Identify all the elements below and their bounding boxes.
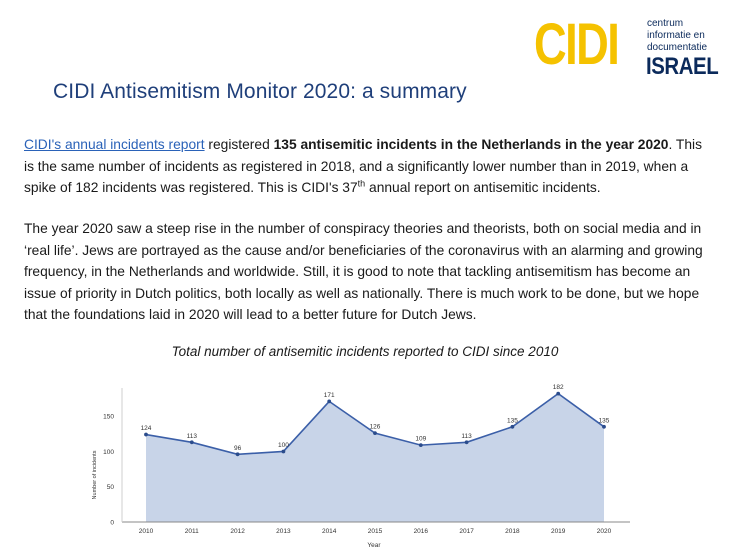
logo-israel: ISRAEL — [646, 53, 719, 80]
x-tick-label: 2014 — [322, 528, 337, 535]
x-tick-label: 2013 — [276, 528, 291, 535]
data-label: 135 — [507, 417, 518, 424]
data-point — [327, 399, 332, 404]
y-tick-label: 100 — [103, 449, 114, 456]
data-label: 135 — [599, 417, 610, 424]
data-point — [418, 443, 423, 448]
data-point — [464, 440, 469, 445]
incidents-chart: 0 50 100 150 2010 2011 2012 2013 2014 2015 2016 201… — [80, 382, 640, 554]
x-tick-label: 2016 — [414, 528, 429, 535]
data-label: 171 — [324, 392, 335, 399]
x-tick-label: 2019 — [551, 528, 566, 535]
para1-sup: th — [357, 178, 366, 189]
cidi-logo: CIDI centrum informatie en documentatie … — [534, 14, 724, 80]
x-tick-label: 2017 — [459, 528, 474, 535]
y-tick-label: 150 — [103, 414, 114, 421]
data-point — [235, 452, 240, 457]
data-point — [189, 440, 194, 445]
y-axis-title: Number of incidents — [92, 450, 98, 499]
logo-tagline: centrum informatie en documentatie — [647, 18, 707, 54]
para1-text2: . This is the same number of incidents a… — [24, 137, 702, 195]
data-point — [373, 431, 377, 436]
para1-text1: registered — [204, 137, 274, 152]
context-paragraph: The year 2020 saw a steep rise in the nu… — [24, 221, 703, 322]
x-tick-label: 2020 — [597, 528, 612, 535]
x-tick-label: 2010 — [139, 528, 154, 535]
data-point — [510, 424, 515, 429]
logo-tagline-line3: documentatie — [647, 42, 708, 53]
chart-title: Total number of antisemitic incidents re… — [171, 344, 559, 359]
data-label: 100 — [278, 442, 289, 449]
x-tick-label: 2012 — [230, 528, 245, 535]
data-label: 96 — [234, 445, 242, 452]
x-tick-label: 2015 — [368, 528, 383, 535]
intro-paragraph: CIDI's annual incidents report registere… — [24, 134, 714, 199]
data-point — [602, 424, 606, 429]
logo-tagline-line1: centrum — [647, 18, 684, 29]
data-point — [556, 391, 561, 396]
page-title: CIDI Antisemitism Monitor 2020: a summar… — [53, 80, 467, 103]
logo-tagline-line2: informatie en — [647, 30, 705, 41]
data-label: 109 — [415, 436, 426, 443]
para1-text3: annual report on antisemitic incidents. — [365, 180, 601, 195]
x-axis-title: Year — [367, 542, 381, 549]
chart-svg: 0 50 100 150 2010 2011 2012 2013 2014 2015 2016 201… — [92, 384, 630, 549]
data-label: 113 — [187, 433, 198, 440]
x-tick-label: 2018 — [505, 528, 520, 535]
y-tick-label: 0 — [110, 520, 114, 527]
data-label: 126 — [370, 424, 381, 431]
x-tick-label: 2011 — [185, 528, 199, 535]
data-label: 113 — [461, 433, 472, 440]
data-point — [144, 432, 148, 437]
area-fill — [146, 393, 604, 522]
data-point — [281, 449, 286, 454]
y-tick-label: 50 — [107, 484, 115, 491]
incidents-report-link[interactable]: CIDI's annual incidents report — [24, 137, 205, 152]
data-label: 124 — [141, 425, 152, 432]
data-label: 182 — [553, 384, 564, 391]
para1-bold: 135 antisemitic incidents in the Netherl… — [273, 137, 669, 152]
logo-brand: CIDI — [534, 12, 620, 77]
